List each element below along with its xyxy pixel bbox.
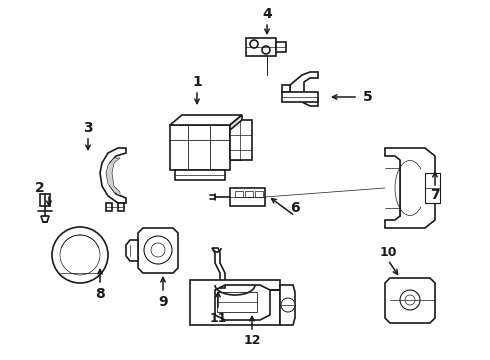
Text: 7: 7 bbox=[430, 188, 440, 202]
Circle shape bbox=[281, 298, 295, 312]
Polygon shape bbox=[212, 248, 225, 288]
Polygon shape bbox=[106, 158, 120, 196]
Circle shape bbox=[151, 243, 165, 257]
Circle shape bbox=[262, 46, 270, 54]
Circle shape bbox=[405, 295, 415, 305]
Bar bbox=[245, 191, 253, 197]
Bar bbox=[118, 203, 124, 211]
Polygon shape bbox=[230, 115, 242, 160]
Text: 8: 8 bbox=[95, 287, 105, 301]
Text: 1: 1 bbox=[192, 75, 202, 89]
Text: 4: 4 bbox=[262, 7, 272, 21]
Bar bbox=[170, 125, 230, 170]
Bar bbox=[106, 203, 112, 211]
Polygon shape bbox=[175, 170, 225, 180]
Circle shape bbox=[250, 40, 258, 48]
Text: 3: 3 bbox=[83, 121, 93, 135]
Polygon shape bbox=[276, 42, 286, 52]
Text: 10: 10 bbox=[379, 246, 397, 258]
Circle shape bbox=[144, 236, 172, 264]
Text: 12: 12 bbox=[243, 333, 261, 346]
Bar bbox=[235, 191, 243, 197]
Text: 11: 11 bbox=[209, 311, 227, 324]
Text: 6: 6 bbox=[290, 201, 300, 215]
Polygon shape bbox=[230, 120, 252, 160]
Bar bbox=[425, 173, 440, 203]
Polygon shape bbox=[282, 85, 290, 92]
Bar bbox=[217, 292, 257, 312]
Bar bbox=[255, 191, 263, 197]
Polygon shape bbox=[100, 148, 126, 203]
Circle shape bbox=[60, 235, 100, 275]
Polygon shape bbox=[280, 285, 295, 325]
Polygon shape bbox=[190, 280, 280, 325]
Bar bbox=[246, 38, 276, 56]
Text: 9: 9 bbox=[158, 295, 168, 309]
Bar bbox=[230, 188, 265, 206]
Text: 2: 2 bbox=[35, 181, 45, 195]
Text: 5: 5 bbox=[363, 90, 373, 104]
Polygon shape bbox=[126, 240, 138, 261]
Circle shape bbox=[52, 227, 108, 283]
Polygon shape bbox=[290, 72, 318, 106]
Polygon shape bbox=[385, 148, 435, 228]
Polygon shape bbox=[138, 228, 178, 273]
Polygon shape bbox=[41, 216, 49, 222]
Bar bbox=[40, 194, 50, 206]
Circle shape bbox=[400, 290, 420, 310]
Bar bbox=[282, 92, 318, 102]
Polygon shape bbox=[385, 278, 435, 323]
Polygon shape bbox=[170, 115, 242, 125]
